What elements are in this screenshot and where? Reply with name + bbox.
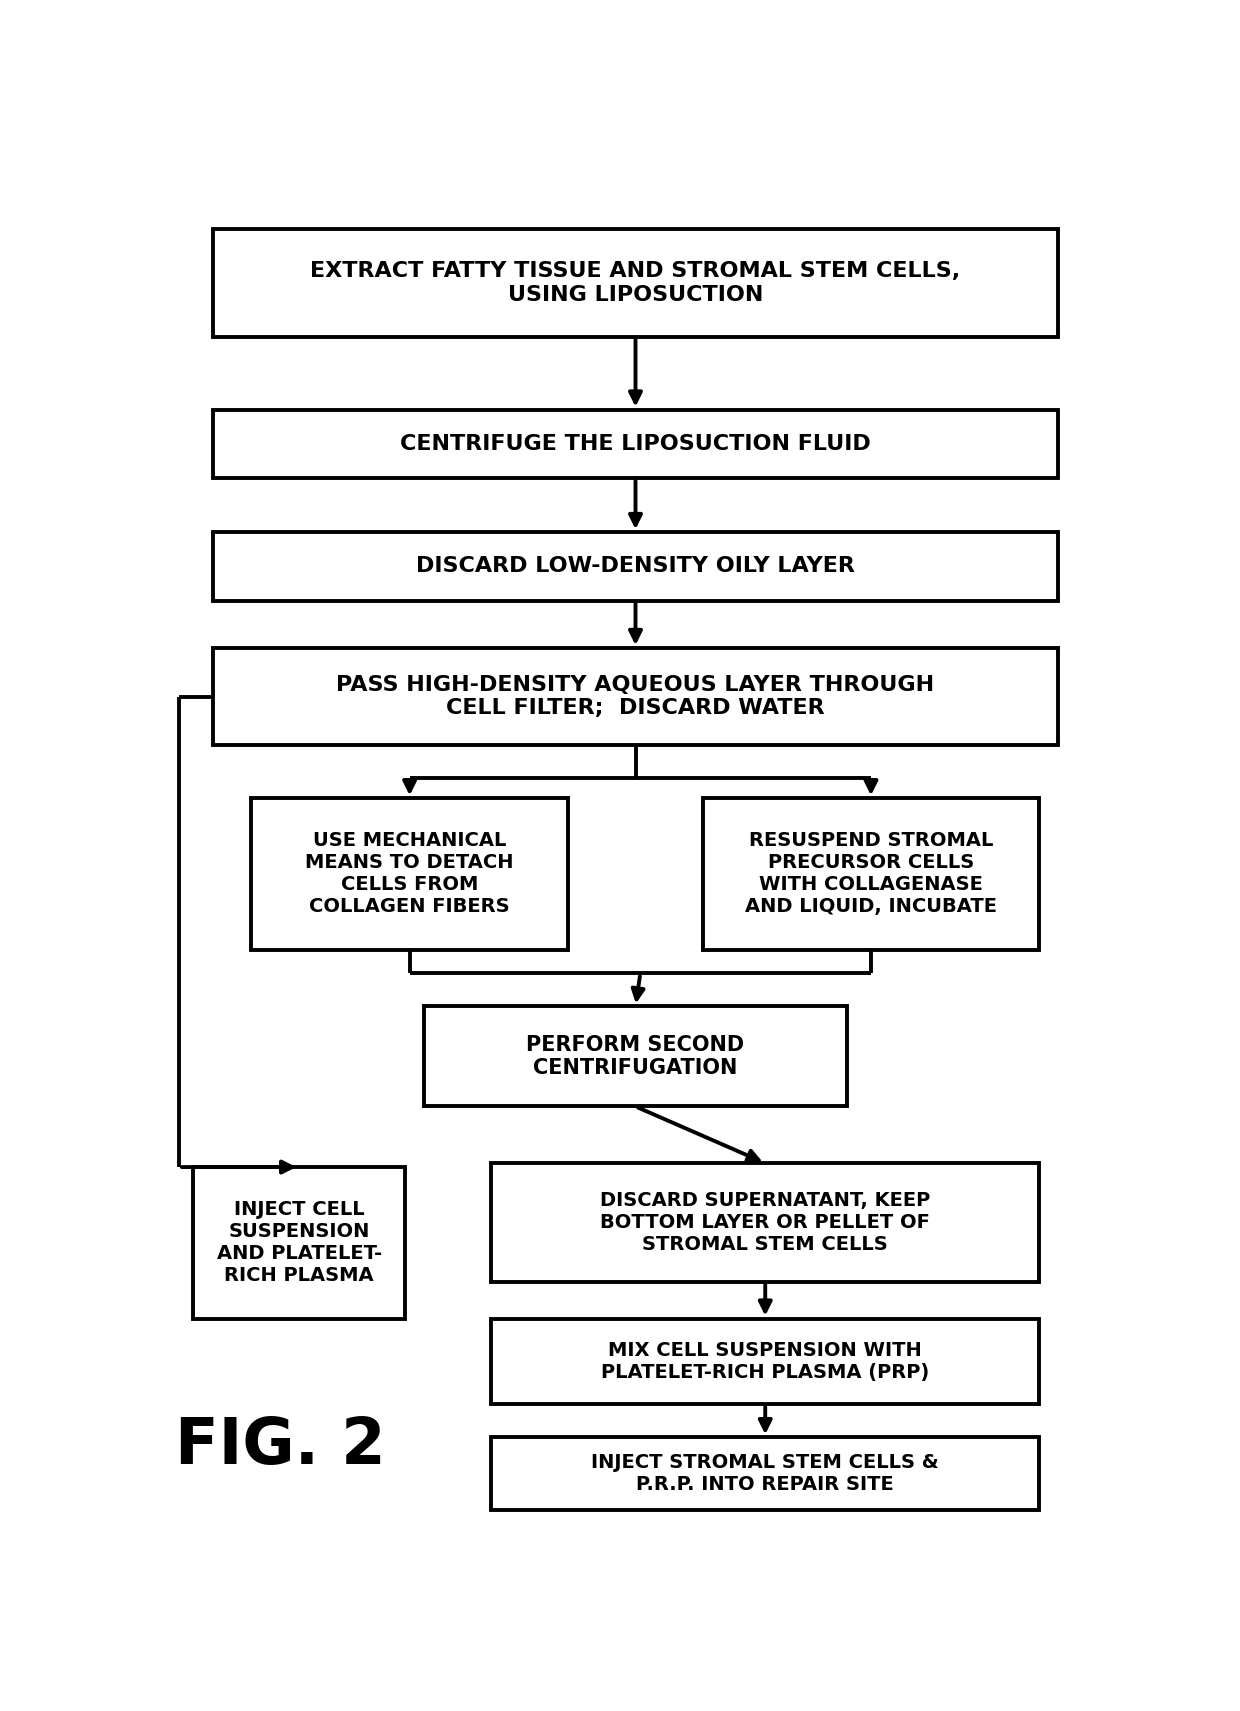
Bar [213, 409, 1058, 477]
Bar [213, 648, 1058, 746]
Bar [424, 1006, 847, 1107]
Text: DISCARD SUPERNATANT, KEEP
BOTTOM LAYER OR PELLET OF
STROMAL STEM CELLS: DISCARD SUPERNATANT, KEEP BOTTOM LAYER O… [600, 1191, 930, 1254]
Text: INJECT STROMAL STEM CELLS &
P.R.P. INTO REPAIR SITE: INJECT STROMAL STEM CELLS & P.R.P. INTO … [591, 1453, 939, 1494]
Text: FIG. 2: FIG. 2 [175, 1415, 386, 1477]
Text: EXTRACT FATTY TISSUE AND STROMAL STEM CELLS,
USING LIPOSUCTION: EXTRACT FATTY TISSUE AND STROMAL STEM CE… [310, 262, 961, 305]
Bar [213, 229, 1058, 337]
Text: CENTRIFUGE THE LIPOSUCTION FLUID: CENTRIFUGE THE LIPOSUCTION FLUID [401, 435, 870, 453]
Bar [491, 1163, 1039, 1282]
Text: RESUSPEND STROMAL
PRECURSOR CELLS
WITH COLLAGENASE
AND LIQUID, INCUBATE: RESUSPEND STROMAL PRECURSOR CELLS WITH C… [745, 832, 997, 917]
Text: DISCARD LOW-DENSITY OILY LAYER: DISCARD LOW-DENSITY OILY LAYER [417, 556, 854, 577]
Bar [491, 1437, 1039, 1509]
Bar [250, 797, 568, 950]
Bar [213, 532, 1058, 601]
Bar [703, 797, 1039, 950]
Text: PASS HIGH-DENSITY AQUEOUS LAYER THROUGH
CELL FILTER;  DISCARD WATER: PASS HIGH-DENSITY AQUEOUS LAYER THROUGH … [336, 676, 935, 719]
Bar [193, 1167, 404, 1319]
Bar [491, 1319, 1039, 1405]
Text: PERFORM SECOND
CENTRIFUGATION: PERFORM SECOND CENTRIFUGATION [527, 1035, 744, 1078]
Text: USE MECHANICAL
MEANS TO DETACH
CELLS FROM
COLLAGEN FIBERS: USE MECHANICAL MEANS TO DETACH CELLS FRO… [305, 832, 513, 917]
Text: INJECT CELL
SUSPENSION
AND PLATELET-
RICH PLASMA: INJECT CELL SUSPENSION AND PLATELET- RIC… [217, 1201, 382, 1285]
Text: MIX CELL SUSPENSION WITH
PLATELET-RICH PLASMA (PRP): MIX CELL SUSPENSION WITH PLATELET-RICH P… [601, 1341, 929, 1382]
